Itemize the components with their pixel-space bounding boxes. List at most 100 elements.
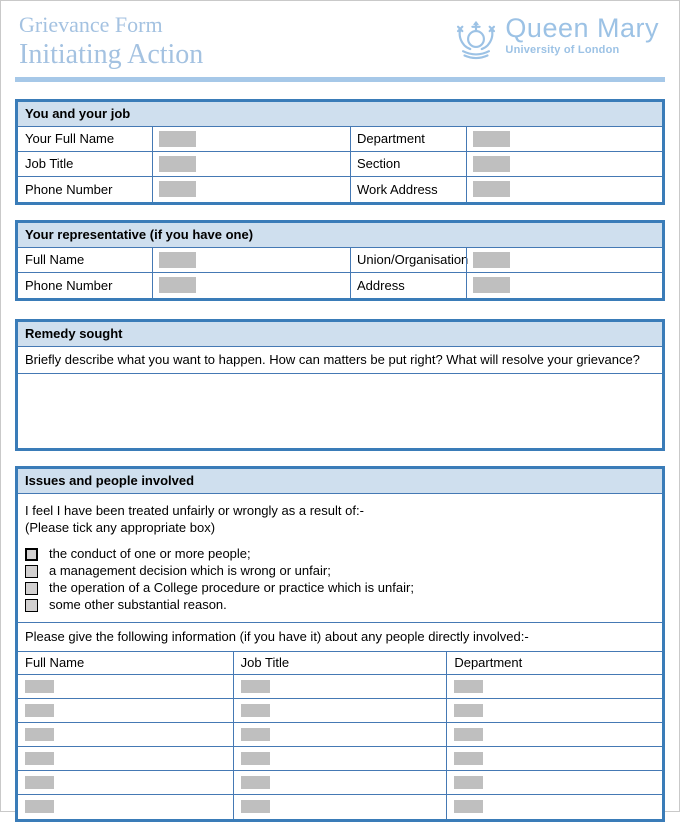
label-phone-number: Phone Number — [25, 181, 113, 197]
section-title: You and your job — [18, 101, 662, 127]
input-placeholder[interactable] — [159, 277, 196, 294]
people-table-prompt: Please give the following information (i… — [18, 621, 662, 652]
label-rep-address: Address — [350, 272, 466, 298]
section-your-representative: Your representative (if you have one) Fu… — [15, 219, 665, 301]
input-department[interactable] — [466, 126, 662, 152]
issues-checklist: the conduct of one or more people; a man… — [18, 539, 662, 622]
input-your-full-name[interactable] — [152, 126, 350, 152]
remedy-textarea[interactable] — [18, 374, 662, 448]
label-department: Department — [350, 126, 466, 152]
checklist-item: the conduct of one or more people; — [25, 545, 655, 562]
label-your-full-name: Your Full Name — [18, 127, 152, 152]
people-cell-department[interactable] — [447, 795, 662, 819]
input-placeholder[interactable] — [240, 775, 270, 789]
remedy-prompt: Briefly describe what you want to happen… — [18, 347, 662, 374]
input-placeholder[interactable] — [454, 800, 484, 814]
input-placeholder[interactable] — [25, 800, 54, 814]
people-cell-job-title[interactable] — [232, 794, 448, 819]
input-job-title[interactable] — [152, 151, 350, 177]
input-placeholder[interactable] — [25, 679, 54, 693]
input-placeholder[interactable] — [473, 130, 510, 147]
form-title-line1: Grievance Form — [19, 12, 163, 37]
people-cell-job-title[interactable] — [232, 746, 448, 771]
column-header-full-name: Full Name — [18, 652, 233, 675]
logo-text: Queen Mary University of London — [505, 15, 659, 56]
checklist-item: a management decision which is wrong or … — [25, 563, 655, 579]
input-section[interactable] — [466, 151, 662, 177]
people-cell-full-name[interactable] — [18, 771, 233, 795]
input-placeholder[interactable] — [240, 727, 270, 741]
input-placeholder[interactable] — [473, 251, 510, 268]
people-cell-full-name[interactable] — [18, 795, 233, 819]
column-header-department: Department — [447, 652, 662, 675]
you-job-field-grid: Your Full Name Department Job Title Sect… — [18, 126, 662, 202]
input-placeholder[interactable] — [25, 775, 54, 789]
input-placeholder[interactable] — [240, 703, 270, 717]
form-header: Grievance Form Initiating Action — [15, 9, 665, 71]
label-rep-phone-number: Phone Number — [25, 277, 113, 293]
input-work-address[interactable] — [466, 176, 662, 202]
logo-name: Queen Mary — [505, 13, 659, 43]
checkbox-label: the operation of a College procedure or … — [49, 579, 414, 595]
people-cell-department[interactable] — [447, 747, 662, 771]
input-rep-phone-number[interactable] — [152, 272, 350, 298]
checkbox-other-reason[interactable] — [25, 598, 38, 612]
people-cell-full-name[interactable] — [18, 675, 233, 699]
section-remedy-sought: Remedy sought Briefly describe what you … — [15, 318, 665, 451]
section-title: Issues and people involved — [18, 468, 662, 494]
input-placeholder[interactable] — [473, 181, 510, 198]
people-cell-full-name[interactable] — [18, 723, 233, 747]
checkbox-management-decision[interactable] — [25, 564, 38, 578]
input-placeholder[interactable] — [159, 130, 196, 147]
checkbox-label: the conduct of one or more people; — [49, 545, 251, 561]
people-cell-department[interactable] — [447, 675, 662, 699]
checkbox-conduct[interactable] — [25, 547, 38, 561]
label-work-address: Work Address — [350, 176, 466, 202]
crown-icon — [453, 15, 499, 68]
issues-intro-line1: I feel I have been treated unfairly or w… — [25, 502, 364, 518]
form-titles: Grievance Form Initiating Action — [19, 11, 203, 71]
input-placeholder[interactable] — [25, 727, 54, 741]
input-placeholder[interactable] — [473, 155, 510, 172]
issues-intro: I feel I have been treated unfairly or w… — [18, 494, 662, 539]
input-placeholder[interactable] — [454, 727, 484, 741]
people-table: Full Name Job Title Department — [18, 651, 662, 819]
label-rep-full-name: Full Name — [18, 248, 152, 273]
input-placeholder[interactable] — [240, 679, 270, 693]
people-cell-job-title[interactable] — [232, 698, 448, 723]
input-placeholder[interactable] — [240, 800, 270, 814]
people-cell-department[interactable] — [447, 699, 662, 723]
people-cell-full-name[interactable] — [18, 699, 233, 723]
checklist-item: some other substantial reason. — [25, 597, 655, 613]
input-placeholder[interactable] — [159, 251, 196, 268]
input-placeholder[interactable] — [159, 155, 196, 172]
people-cell-department[interactable] — [447, 771, 662, 795]
input-placeholder[interactable] — [454, 703, 484, 717]
input-rep-full-name[interactable] — [152, 247, 350, 273]
input-placeholder[interactable] — [454, 679, 484, 693]
people-cell-job-title[interactable] — [232, 770, 448, 795]
input-placeholder[interactable] — [159, 181, 196, 198]
section-title: Your representative (if you have one) — [18, 222, 662, 248]
input-placeholder[interactable] — [25, 703, 54, 717]
people-cell-job-title[interactable] — [232, 674, 448, 699]
people-cell-full-name[interactable] — [18, 747, 233, 771]
input-placeholder[interactable] — [454, 751, 484, 765]
university-logo: Queen Mary University of London — [453, 15, 659, 68]
people-cell-job-title[interactable] — [232, 722, 448, 747]
column-header-job-title: Job Title — [232, 651, 448, 675]
header-divider — [15, 76, 665, 82]
input-placeholder[interactable] — [240, 751, 270, 765]
input-phone-number[interactable] — [152, 176, 350, 202]
input-placeholder[interactable] — [25, 751, 54, 765]
input-union-organisation[interactable] — [466, 247, 662, 273]
label-job-title: Job Title — [18, 152, 152, 177]
input-placeholder[interactable] — [473, 277, 510, 294]
form-title-line2: Initiating Action — [19, 38, 204, 70]
input-placeholder[interactable] — [454, 775, 484, 789]
checkbox-college-procedure[interactable] — [25, 581, 38, 595]
representative-field-grid: Full Name Union/Organisation Phone Numbe… — [18, 247, 662, 298]
input-rep-address[interactable] — [466, 272, 662, 298]
checklist-item: the operation of a College procedure or … — [25, 579, 655, 596]
people-cell-department[interactable] — [447, 723, 662, 747]
